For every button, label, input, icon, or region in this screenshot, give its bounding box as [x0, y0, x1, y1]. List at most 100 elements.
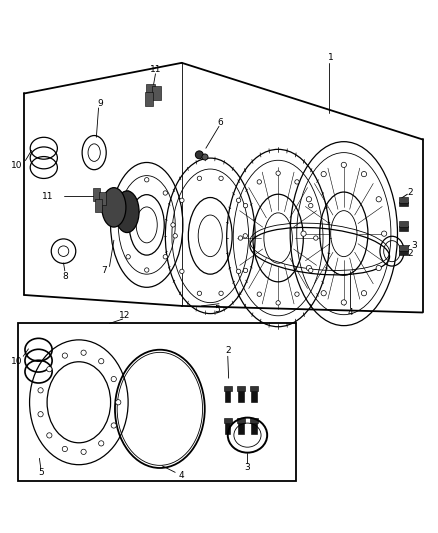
Text: 10: 10 [11, 358, 22, 367]
Circle shape [381, 231, 387, 236]
Circle shape [173, 233, 177, 238]
Circle shape [257, 292, 261, 296]
Circle shape [341, 162, 346, 167]
Bar [145, 92, 153, 106]
Circle shape [219, 176, 223, 181]
Circle shape [62, 446, 67, 451]
Bar [225, 391, 230, 402]
Circle shape [306, 265, 311, 271]
Circle shape [361, 290, 367, 296]
Circle shape [202, 154, 208, 160]
Text: 7: 7 [101, 266, 107, 276]
Circle shape [81, 449, 86, 455]
Text: 8: 8 [62, 272, 68, 281]
Circle shape [341, 300, 346, 305]
Circle shape [145, 268, 149, 272]
Text: 5: 5 [214, 305, 220, 314]
Text: 12: 12 [119, 311, 131, 320]
Bar [399, 226, 408, 231]
Ellipse shape [102, 188, 126, 227]
Text: 1: 1 [328, 53, 334, 62]
Circle shape [180, 269, 184, 273]
Bar [251, 423, 257, 434]
Circle shape [237, 198, 241, 203]
Circle shape [145, 177, 149, 182]
Circle shape [171, 223, 175, 227]
Text: 11: 11 [42, 192, 53, 201]
Circle shape [295, 180, 299, 184]
Bar [399, 251, 408, 255]
Bar [250, 386, 258, 391]
Bar [146, 84, 155, 98]
Bar [251, 391, 257, 402]
Bar [237, 386, 245, 391]
Circle shape [99, 359, 104, 364]
Circle shape [244, 268, 248, 273]
Text: 10: 10 [11, 161, 22, 170]
Bar [399, 202, 408, 206]
Bar [152, 86, 161, 101]
Circle shape [47, 367, 52, 372]
Bar [99, 191, 106, 205]
Circle shape [197, 291, 201, 295]
Circle shape [126, 191, 131, 195]
Circle shape [321, 290, 326, 296]
Text: 5: 5 [39, 468, 45, 477]
Circle shape [197, 176, 201, 181]
Text: 2: 2 [408, 249, 413, 258]
Bar [399, 245, 408, 251]
Bar [399, 221, 408, 227]
Bar [225, 423, 230, 434]
Bar [18, 324, 296, 481]
Circle shape [163, 255, 167, 259]
Circle shape [376, 265, 381, 271]
Circle shape [118, 223, 123, 227]
Circle shape [295, 292, 299, 296]
Text: 4: 4 [179, 471, 184, 480]
Circle shape [99, 441, 104, 446]
Circle shape [238, 236, 243, 240]
Circle shape [308, 268, 313, 273]
Bar [238, 423, 244, 434]
Text: 2: 2 [408, 189, 413, 197]
Circle shape [47, 433, 52, 438]
Circle shape [38, 411, 43, 417]
Circle shape [180, 198, 184, 203]
Circle shape [376, 197, 381, 202]
Bar [95, 199, 102, 212]
Circle shape [111, 376, 117, 382]
Circle shape [219, 291, 223, 295]
Text: 9: 9 [97, 99, 103, 108]
Circle shape [116, 400, 121, 405]
Circle shape [243, 233, 247, 238]
Circle shape [111, 423, 117, 428]
Circle shape [257, 180, 261, 184]
Text: 3: 3 [244, 464, 251, 472]
Circle shape [276, 171, 280, 175]
Circle shape [126, 255, 131, 259]
Circle shape [244, 204, 248, 208]
Circle shape [195, 151, 203, 159]
Circle shape [306, 197, 311, 202]
Bar [224, 418, 232, 423]
Circle shape [321, 172, 326, 177]
Circle shape [38, 387, 43, 393]
Text: 4: 4 [348, 308, 353, 317]
Circle shape [301, 231, 306, 236]
Circle shape [81, 350, 86, 356]
Bar [250, 418, 258, 423]
Circle shape [163, 191, 167, 195]
Circle shape [314, 236, 318, 240]
Circle shape [308, 204, 313, 208]
Text: 6: 6 [217, 118, 223, 127]
Circle shape [237, 269, 241, 273]
Circle shape [361, 172, 367, 177]
Bar [237, 418, 245, 423]
Bar [238, 391, 244, 402]
Text: 3: 3 [411, 241, 417, 250]
Bar [399, 197, 408, 203]
Circle shape [276, 301, 280, 305]
Ellipse shape [115, 191, 139, 232]
Bar [93, 188, 100, 201]
Circle shape [62, 353, 67, 358]
